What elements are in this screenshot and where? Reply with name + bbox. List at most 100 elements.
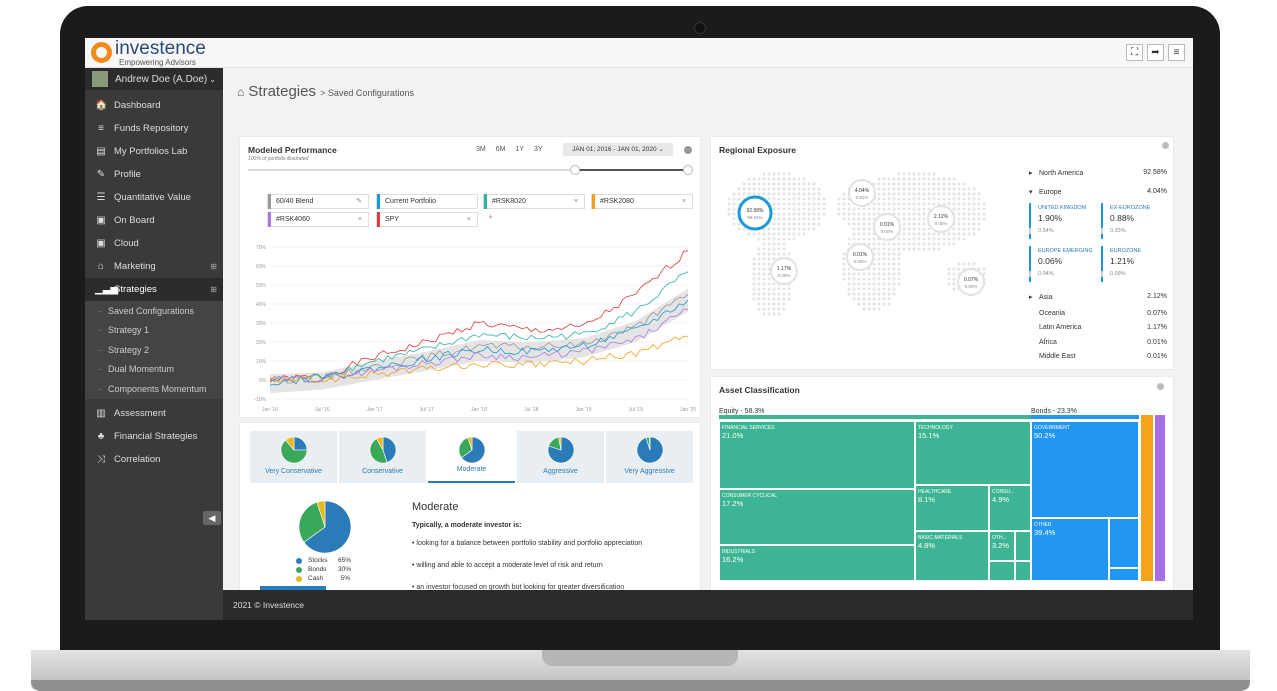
europe-subregion[interactable]: EUROZONE 1.21% 0.09% — [1101, 246, 1167, 282]
sidebar-subitem[interactable]: - Strategy 1 — [85, 320, 223, 340]
region-bubble[interactable] — [846, 243, 874, 271]
expand-icon[interactable]: ⊞ — [210, 285, 217, 294]
tab-conservative[interactable]: Conservative — [339, 431, 426, 483]
sidebar-item-financial-strategies[interactable]: ♣ Financial Strategies — [85, 425, 223, 448]
tab-moderate[interactable]: Moderate — [428, 431, 515, 483]
region-row[interactable]: Latin America 1.17% — [1029, 324, 1167, 331]
page-title[interactable]: Strategies — [248, 83, 316, 100]
sidebar-item-funds-repository[interactable]: ≡ Funds Repository — [85, 117, 223, 140]
treemap-cell[interactable]: HEALTHCARE 8.1% — [915, 485, 989, 531]
sidebar-item-assessment[interactable]: ▥ Assessment — [85, 402, 223, 425]
date-slider-track[interactable] — [248, 169, 690, 171]
portfolio-tag[interactable]: Current Portfolio — [376, 194, 478, 209]
slider-handle-start[interactable] — [570, 165, 580, 175]
sidebar-item-marketing[interactable]: ⌂ Marketing ⊞ — [85, 255, 223, 278]
treemap-cell[interactable]: FINANCIAL SERVICES 21.0% — [719, 421, 915, 489]
info-icon[interactable] — [684, 146, 692, 154]
sidebar-item-strategies[interactable]: ▁▃▅ Strategies ⊞ — [85, 278, 223, 301]
home-icon[interactable]: ⌂ — [237, 85, 245, 99]
region-bubble[interactable] — [848, 179, 876, 207]
region-bubble[interactable] — [873, 213, 901, 241]
remove-tag-icon[interactable]: × — [573, 198, 578, 205]
treemap-cell[interactable]: CONSUMER CYCLICAL 17.2% — [719, 489, 915, 545]
sidebar-item-dashboard[interactable]: 🏠 Dashboard — [85, 94, 223, 117]
add-tag-button[interactable]: + — [488, 212, 494, 222]
region-row[interactable]: Africa 0.01% — [1029, 339, 1167, 346]
map-dot — [917, 242, 921, 246]
sidebar-item-cloud[interactable]: ▣ Cloud — [85, 232, 223, 255]
treemap-cell[interactable] — [1109, 568, 1139, 581]
region-row[interactable]: Oceania 0.07% — [1029, 310, 1167, 317]
treemap-cell[interactable] — [1015, 561, 1031, 581]
sidebar-item-profile[interactable]: ✎ Profile — [85, 163, 223, 186]
select-profile-button[interactable] — [260, 586, 326, 590]
portfolio-tag[interactable]: #RSK8020 × — [483, 194, 585, 209]
logout-icon[interactable]: ➦ — [1147, 44, 1164, 61]
sidebar-subitem[interactable]: - Saved Configurations — [85, 301, 223, 321]
sidebar-subitem[interactable]: - Components Momentum — [85, 379, 223, 399]
portfolio-tag[interactable]: #RSK4060 × — [267, 212, 369, 227]
europe-subregion[interactable]: EX-EUROZONE 0.88% 0.33% — [1101, 203, 1167, 239]
expand-icon[interactable]: ▸ — [1029, 170, 1033, 177]
treemap-cell[interactable]: OTH... 3.2% — [989, 531, 1015, 561]
treemap-cell[interactable] — [1109, 518, 1139, 568]
treemap-cell[interactable]: BASIC MATERIALS 4.8% — [915, 531, 989, 581]
remove-tag-icon[interactable]: ✎ — [356, 198, 362, 205]
sidebar-item-on-board[interactable]: ▣ On Board — [85, 209, 223, 232]
region-bubble[interactable] — [957, 268, 985, 296]
region-row[interactable]: Middle East 0.01% — [1029, 353, 1167, 360]
europe-subregion[interactable]: UNITED KINGDOM 1.90% 0.54% — [1029, 203, 1095, 239]
map-dot — [812, 207, 816, 211]
sidebar-subitem[interactable]: - Dual Momentum — [85, 359, 223, 379]
portfolio-tag[interactable]: SPY × — [376, 212, 478, 227]
map-dot — [797, 187, 801, 191]
region-bubble[interactable] — [927, 205, 955, 233]
fullscreen-icon[interactable]: ⛶ — [1126, 44, 1143, 61]
slider-handle-end[interactable] — [683, 165, 693, 175]
region-row[interactable]: ▸ North America 92.58% — [1029, 169, 1167, 177]
remove-tag-icon[interactable]: × — [681, 198, 686, 205]
info-icon[interactable] — [1157, 383, 1164, 390]
treemap-cell[interactable] — [1154, 415, 1165, 581]
sidebar-subitem[interactable]: - Strategy 2 — [85, 340, 223, 360]
sidebar-item-correlation[interactable]: ⤨ Correlation — [85, 448, 223, 471]
treemap-cell[interactable] — [989, 561, 1015, 581]
treemap-cell[interactable]: INDUSTRIALS 16.2% — [719, 545, 915, 581]
treemap-cell[interactable] — [1015, 531, 1031, 561]
remove-tag-icon[interactable]: × — [466, 216, 471, 223]
expand-icon[interactable]: ▸ — [1029, 294, 1033, 301]
tab-aggressive[interactable]: Aggressive — [517, 431, 604, 483]
tab-very-conservative[interactable]: Very Conservative — [250, 431, 337, 483]
treemap-cell[interactable]: OTHER 39.4% — [1031, 518, 1109, 581]
portfolio-tag[interactable]: #RSK2080 × — [591, 194, 693, 209]
brand-logo[interactable]: investence Empowering Advisors — [91, 39, 206, 67]
treemap-cell[interactable]: CONSU... 4.9% — [989, 485, 1031, 531]
tab-very-aggressive[interactable]: Very Aggressive — [606, 431, 693, 483]
map-dot — [947, 177, 951, 181]
expand-icon[interactable]: ⊞ — [210, 262, 217, 271]
briefcase-icon: ▣ — [96, 215, 106, 226]
collapse-sidebar-icon[interactable]: ◀ — [203, 511, 221, 525]
date-range-select[interactable]: JAN 01, 2016 - JAN 01, 2020 ⌄ — [563, 143, 673, 156]
info-icon[interactable] — [1162, 142, 1169, 149]
expand-icon[interactable]: ▾ — [1029, 189, 1033, 196]
sidebar-item-my-portfolios-lab[interactable]: ▤ My Portfolios Lab — [85, 140, 223, 163]
range-button[interactable]: 6M — [495, 146, 506, 153]
region-row[interactable]: ▸ Asia 2.12% — [1029, 293, 1167, 301]
remove-tag-icon[interactable]: × — [357, 216, 362, 223]
treemap-cell[interactable]: GOVERNMENT 50.2% — [1031, 421, 1139, 518]
user-menu[interactable]: Andrew Doe (A.Doe) ⌄ — [85, 68, 223, 90]
treemap-cell[interactable] — [1140, 415, 1153, 581]
region-bubble[interactable] — [770, 257, 798, 285]
menu-icon[interactable]: ≡ — [1168, 44, 1185, 61]
region-row[interactable]: ▾ Europe 4.04% — [1029, 188, 1167, 196]
portfolio-tag[interactable]: 60/40 Blend ✎ — [267, 194, 369, 209]
europe-subregion[interactable]: EUROPE EMERGING 0.06% 0.04% — [1029, 246, 1095, 282]
sidebar-item-quantitative-value[interactable]: ☰ Quantitative Value — [85, 186, 223, 209]
region-bubble[interactable] — [737, 195, 773, 231]
map-dot — [772, 227, 776, 231]
range-button[interactable]: 1Y — [515, 146, 525, 153]
range-button[interactable]: 3M — [476, 146, 486, 153]
treemap-cell[interactable]: TECHNOLOGY 15.1% — [915, 421, 1031, 485]
range-button[interactable]: 3Y — [534, 146, 543, 153]
